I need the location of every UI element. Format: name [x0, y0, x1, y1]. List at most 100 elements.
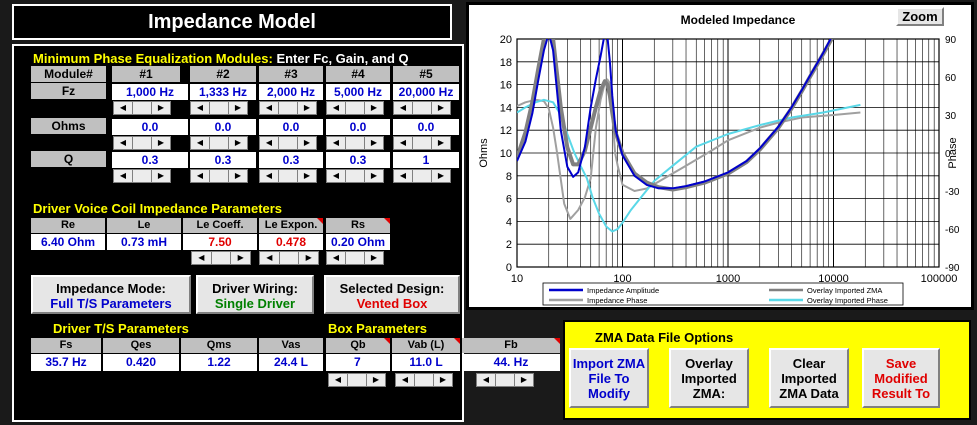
q-row-label: Q — [31, 151, 106, 167]
ohms-value[interactable]: 0.0 — [112, 119, 188, 135]
y2-tick-label: 90 — [945, 35, 957, 46]
y-tick-label: 2 — [506, 239, 512, 251]
driver-wiring-button[interactable]: Driver Wiring: Single Driver — [196, 275, 314, 314]
qb-spinner[interactable]: ◀ ▶ — [328, 373, 386, 387]
ohms-value[interactable]: 0.0 — [190, 119, 256, 135]
fs-header: Fs — [31, 338, 101, 353]
fb-value[interactable]: 44. Hz — [462, 354, 560, 371]
q-value[interactable]: 0.3 — [326, 152, 390, 168]
y2-tick-label: 30 — [945, 111, 957, 122]
module-header: #2 — [190, 66, 256, 82]
overlay-zma-button[interactable]: Overlay Imported ZMA: — [669, 348, 749, 408]
ohms-spinner[interactable]: ◀ ▶ — [190, 136, 248, 150]
x-tick-label: 10000 — [818, 273, 849, 285]
impedance-mode-value: Full T/S Parameters — [50, 296, 172, 311]
series-line — [517, 78, 861, 220]
y2-tick-label: 0 — [945, 149, 951, 160]
comment-marker — [384, 338, 390, 344]
selected-design-button[interactable]: Selected Design: Vented Box — [324, 275, 460, 314]
y2-tick-label: -30 — [945, 187, 960, 198]
rs-value[interactable]: 0.20 Ohm — [326, 234, 390, 250]
ohms-row-label: Ohms — [31, 118, 106, 134]
fb-spinner[interactable]: ◀ ▶ — [476, 373, 534, 387]
qes-header: Qes — [103, 338, 179, 353]
fz-spinner[interactable]: ◀ ▶ — [393, 101, 451, 115]
eq-instruction: Enter Fc, Gain, and Q — [276, 51, 409, 66]
import-zma-button[interactable]: Import ZMA File To Modify — [569, 348, 649, 408]
ohms-value[interactable]: 0.0 — [393, 119, 459, 135]
clear-zma-button[interactable]: Clear Imported ZMA Data — [769, 348, 849, 408]
save-result-button[interactable]: Save Modified Result To — [862, 348, 940, 408]
fz-value[interactable]: 1,333 Hz — [190, 84, 256, 100]
y2-axis-label: Phase — [947, 137, 959, 168]
eq-heading-row: Minimum Phase Equalization Modules: Ente… — [33, 51, 409, 66]
fs-value[interactable]: 35.7 Hz — [31, 354, 101, 371]
q-spinner[interactable]: ◀ ▶ — [259, 169, 317, 183]
y-tick-label: 18 — [500, 57, 512, 69]
ts-heading: Driver T/S Parameters — [53, 321, 189, 336]
fz-value[interactable]: 5,000 Hz — [326, 84, 390, 100]
fz-spinner[interactable]: ◀ ▶ — [259, 101, 317, 115]
q-spinner[interactable]: ◀ ▶ — [393, 169, 451, 183]
q-value[interactable]: 0.3 — [259, 152, 323, 168]
eq-heading: Minimum Phase Equalization Modules: — [33, 51, 273, 66]
y-tick-label: 16 — [500, 80, 512, 92]
qms-header: Qms — [181, 338, 257, 353]
vas-value[interactable]: 24.4 L — [259, 354, 323, 371]
module-header: #4 — [326, 66, 390, 82]
re-value[interactable]: 6.40 Ohm — [31, 234, 105, 250]
y-tick-label: 20 — [500, 34, 512, 46]
y2-tick-label: -90 — [945, 263, 960, 274]
le-coeff-value[interactable]: 7.50 — [183, 234, 257, 250]
le-coeff-header: Le Coeff. — [183, 218, 257, 233]
module-header: #3 — [259, 66, 323, 82]
ohms-spinner[interactable]: ◀ ▶ — [326, 136, 384, 150]
vab-spinner[interactable]: ◀ ▶ — [395, 373, 453, 387]
fz-spinner[interactable]: ◀ ▶ — [190, 101, 248, 115]
q-spinner[interactable]: ◀ ▶ — [326, 169, 384, 183]
re-header: Re — [31, 218, 105, 233]
ohms-spinner[interactable]: ◀ ▶ — [259, 136, 317, 150]
qes-value[interactable]: 0.420 — [103, 354, 179, 371]
module-row-label: Module# — [31, 66, 106, 82]
q-spinner[interactable]: ◀ ▶ — [113, 169, 171, 183]
fb-header: Fb — [462, 338, 560, 353]
selected-design-label: Selected Design: — [339, 281, 445, 296]
x-tick-label: 100 — [613, 273, 631, 285]
y-tick-label: 0 — [506, 262, 512, 274]
le-expon-header: Le Expon. — [259, 218, 323, 233]
le-expon-spinner[interactable]: ◀ ▶ — [259, 251, 319, 265]
fz-value[interactable]: 1,000 Hz — [112, 84, 188, 100]
le-value[interactable]: 0.73 mH — [107, 234, 181, 250]
y-tick-label: 12 — [500, 125, 512, 137]
y-tick-label: 6 — [506, 194, 512, 206]
ohms-spinner[interactable]: ◀ ▶ — [113, 136, 171, 150]
fz-value[interactable]: 20,000 Hz — [393, 84, 459, 100]
q-value[interactable]: 0.3 — [112, 152, 188, 168]
q-spinner[interactable]: ◀ ▶ — [190, 169, 248, 183]
ohms-value[interactable]: 0.0 — [326, 119, 390, 135]
y-tick-label: 4 — [506, 216, 512, 228]
q-value[interactable]: 1 — [393, 152, 459, 168]
ohms-value[interactable]: 0.0 — [259, 119, 323, 135]
qb-value[interactable]: 7 — [326, 354, 390, 371]
x-tick-label: 1000 — [716, 273, 740, 285]
le-coeff-spinner[interactable]: ◀ ▶ — [191, 251, 251, 265]
fz-spinner[interactable]: ◀ ▶ — [113, 101, 171, 115]
le-expon-value[interactable]: 0.478 — [259, 234, 323, 250]
fz-spinner[interactable]: ◀ ▶ — [326, 101, 384, 115]
zoom-button[interactable]: Zoom — [896, 7, 944, 26]
voice-coil-heading: Driver Voice Coil Impedance Parameters — [33, 201, 283, 216]
legend-label: Overlay Imported ZMA — [807, 286, 882, 295]
fz-value[interactable]: 2,000 Hz — [259, 84, 323, 100]
impedance-mode-button[interactable]: Impedance Mode: Full T/S Parameters — [31, 275, 191, 314]
q-value[interactable]: 0.3 — [190, 152, 256, 168]
y-tick-label: 14 — [500, 102, 512, 114]
ohms-spinner[interactable]: ◀ ▶ — [393, 136, 451, 150]
legend-label: Impedance Amplitude — [587, 286, 659, 295]
rs-spinner[interactable]: ◀ ▶ — [326, 251, 384, 265]
vab-value[interactable]: 11.0 L — [392, 354, 460, 371]
series-line — [517, 98, 861, 233]
qms-value[interactable]: 1.22 — [181, 354, 257, 371]
